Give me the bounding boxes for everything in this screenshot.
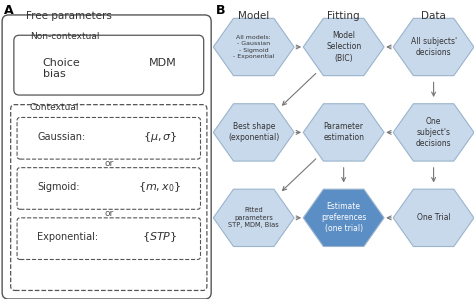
Text: Choice
bias: Choice bias — [43, 58, 81, 79]
Text: Sigmoid:: Sigmoid: — [37, 182, 80, 192]
Text: One Trial: One Trial — [417, 213, 450, 222]
Polygon shape — [213, 189, 294, 246]
Text: $\{STP\}$: $\{STP\}$ — [142, 230, 178, 244]
Polygon shape — [213, 104, 294, 161]
Text: B: B — [216, 4, 226, 17]
Text: Model: Model — [238, 11, 269, 21]
Polygon shape — [393, 104, 474, 161]
Text: All subjects'
decisions: All subjects' decisions — [410, 37, 456, 57]
FancyBboxPatch shape — [2, 15, 211, 299]
Text: Fitted
parameters
STP, MDM, Bias: Fitted parameters STP, MDM, Bias — [228, 207, 279, 228]
Text: One
subject's
decisions: One subject's decisions — [416, 117, 451, 148]
FancyBboxPatch shape — [17, 118, 201, 159]
FancyBboxPatch shape — [10, 105, 207, 290]
Polygon shape — [303, 104, 384, 161]
Text: All models:
- Gaussian
- Sigmoid
- Exponential: All models: - Gaussian - Sigmoid - Expon… — [233, 35, 274, 59]
FancyBboxPatch shape — [17, 218, 201, 260]
Text: Non-contextual: Non-contextual — [30, 32, 100, 41]
Polygon shape — [303, 18, 384, 76]
Polygon shape — [213, 18, 294, 76]
Text: Best shape
(exponential): Best shape (exponential) — [228, 122, 279, 142]
Text: Model
Selection
(BIC): Model Selection (BIC) — [326, 31, 361, 62]
Text: or: or — [104, 159, 113, 168]
Polygon shape — [393, 18, 474, 76]
Text: Estimate
preferences
(one trial): Estimate preferences (one trial) — [321, 202, 366, 234]
Text: Fitting: Fitting — [328, 11, 360, 21]
Text: MDM: MDM — [149, 58, 177, 68]
FancyBboxPatch shape — [14, 35, 204, 95]
Text: Data: Data — [421, 11, 446, 21]
Text: $\{m, x_0\}$: $\{m, x_0\}$ — [138, 180, 182, 194]
Text: A: A — [4, 4, 14, 17]
Text: Contextual: Contextual — [30, 103, 79, 112]
Text: Exponential:: Exponential: — [37, 232, 99, 242]
Polygon shape — [393, 189, 474, 246]
Text: Free parameters: Free parameters — [26, 11, 111, 21]
FancyBboxPatch shape — [17, 168, 201, 209]
Text: $\{\mu, \sigma\}$: $\{\mu, \sigma\}$ — [143, 130, 177, 144]
Polygon shape — [303, 189, 384, 246]
Text: Parameter
estimation: Parameter estimation — [323, 122, 364, 142]
Text: Gaussian:: Gaussian: — [37, 132, 86, 142]
Text: or: or — [104, 209, 113, 218]
